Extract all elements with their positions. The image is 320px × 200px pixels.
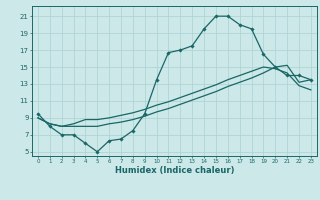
X-axis label: Humidex (Indice chaleur): Humidex (Indice chaleur): [115, 166, 234, 175]
